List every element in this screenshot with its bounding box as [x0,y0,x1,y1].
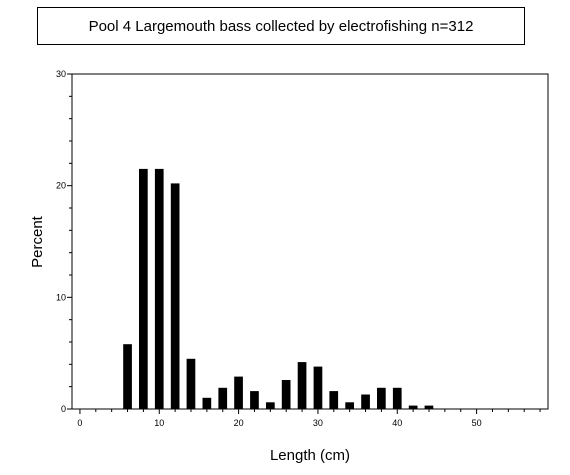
bar [408,405,418,409]
bar [281,380,291,409]
plot-area-frame [71,73,549,410]
bar [170,183,180,409]
bar [202,397,212,409]
x-tick-label: 10 [154,418,164,428]
x-tick-label: 20 [234,418,244,428]
bar [361,394,370,409]
x-tick-label: 30 [313,418,323,428]
bar [297,362,307,409]
bar [377,387,386,409]
y-tick-label: 0 [61,404,66,414]
bars-group [123,168,434,410]
y-axis-title: Percent [29,215,46,268]
bar [186,358,196,410]
x-tick-label: 40 [392,418,402,428]
bar [424,405,434,409]
bar [139,168,148,409]
bar [392,387,402,409]
bar [345,402,354,409]
bar [234,376,243,409]
y-tick-label: 30 [56,69,66,79]
chart-title: Pool 4 Largemouth bass collected by elec… [37,7,525,45]
x-axis-title: Length (cm) [270,447,350,464]
bar [266,402,275,409]
y-tick-label: 20 [56,181,66,191]
bar [329,391,339,409]
x-axis: 0 10 20 30 40 50 [77,409,541,428]
x-tick-label: 50 [472,418,482,428]
x-tick-label: 0 [77,418,82,428]
bar [218,387,228,409]
bar [313,366,323,409]
bar [123,344,132,409]
bar [250,391,259,409]
bar [154,168,164,409]
y-tick-label: 10 [56,292,66,302]
y-axis: 0 10 20 30 [56,69,72,414]
